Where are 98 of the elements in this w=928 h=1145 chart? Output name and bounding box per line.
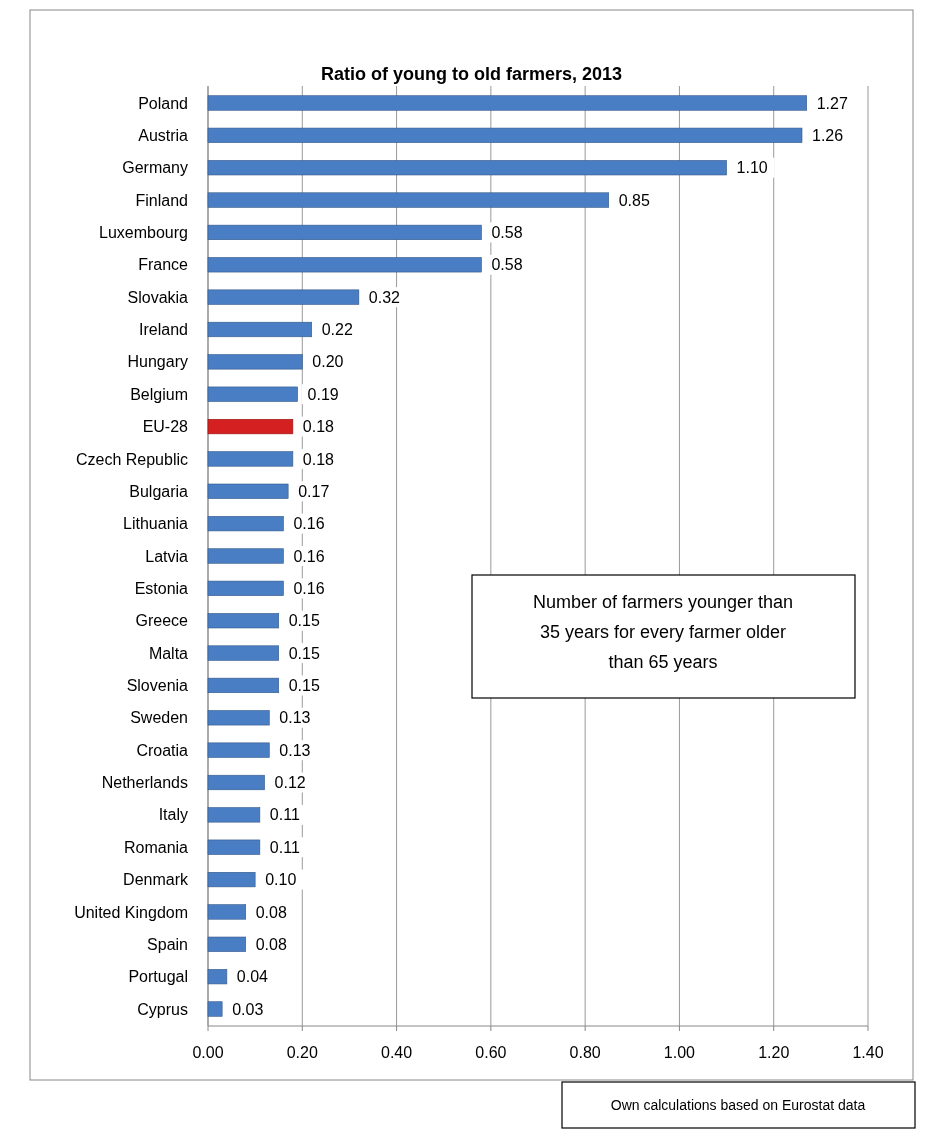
annotation: Number of farmers younger than 35 years for every farmer older than 65 years — [532, 592, 794, 672]
y-tick-label: EU-28 — [142, 418, 189, 436]
bar — [207, 580, 284, 596]
data-label: 0.85 — [618, 191, 650, 209]
data-label: 0.20 — [312, 353, 344, 371]
data-label: 0.16 — [293, 515, 325, 533]
bar — [207, 807, 261, 823]
y-tick-label: Portugal — [128, 968, 188, 986]
bar — [207, 127, 803, 143]
x-tick-label: 0.60 — [475, 1044, 507, 1061]
y-tick-label: Bulgaria — [129, 482, 189, 500]
bar — [207, 872, 256, 888]
data-label: 0.08 — [255, 903, 287, 921]
data-label: 0.15 — [288, 644, 320, 662]
bar — [207, 451, 294, 467]
y-tick-label: Greece — [135, 612, 189, 630]
data-label: 1.27 — [816, 94, 848, 112]
x-tick-label: 0.40 — [381, 1044, 413, 1061]
y-tick-label: Belgium — [130, 385, 188, 403]
y-tick-label: Sweden — [130, 709, 188, 727]
data-label: 0.08 — [255, 935, 287, 953]
y-tick-label: Latvia — [145, 547, 189, 565]
y-tick-label: Italy — [158, 806, 188, 824]
bar — [207, 969, 228, 985]
data-label: 0.04 — [236, 968, 269, 986]
bar — [207, 386, 298, 402]
y-tick-label: Netherlands — [101, 774, 188, 792]
y-tick-label: Germany — [122, 159, 188, 177]
bar — [207, 257, 482, 273]
y-tick-label: Denmark — [123, 871, 189, 889]
y-tick-label: Lithuania — [123, 515, 189, 533]
bar — [207, 548, 284, 564]
x-tick-label: 1.40 — [852, 1044, 884, 1061]
text: Own calculations based on Eurostat data — [610, 1097, 866, 1113]
bar — [207, 483, 289, 499]
data-label: 0.22 — [321, 321, 353, 339]
bar — [207, 224, 482, 240]
y-tick-label: Hungary — [127, 353, 188, 371]
data-label: 0.15 — [288, 612, 320, 630]
y-tick-label: Austria — [138, 126, 189, 144]
y-tick-label: Czech Republic — [75, 450, 188, 468]
data-label: 0.13 — [279, 709, 311, 727]
bar — [207, 1001, 223, 1017]
bar — [207, 710, 270, 726]
y-tick-label: Poland — [138, 94, 188, 112]
bar — [207, 936, 247, 952]
y-tick-label: Slovenia — [126, 677, 189, 695]
x-tick-label: 0.00 — [192, 1044, 224, 1061]
data-label: 0.13 — [279, 741, 311, 759]
data-label: 0.58 — [491, 224, 523, 242]
y-tick-label: Estonia — [134, 579, 189, 597]
data-label: 0.15 — [288, 677, 320, 695]
data-label: 0.11 — [269, 838, 300, 856]
x-tick-label: 0.80 — [569, 1044, 601, 1061]
bar — [207, 418, 294, 435]
bar — [207, 321, 313, 338]
bar — [207, 839, 261, 855]
bar — [207, 645, 280, 661]
data-label: 1.26 — [812, 126, 844, 144]
data-label: 0.18 — [302, 450, 335, 468]
y-tick-label: Slovakia — [127, 288, 189, 306]
data-label: 0.17 — [298, 482, 330, 500]
data-label: 0.12 — [274, 774, 306, 792]
y-tick-label: Spain — [147, 935, 188, 953]
y-tick-label: Cyprus — [137, 1000, 188, 1018]
bar — [207, 904, 247, 920]
y-tick-label: United Kingdom — [74, 903, 188, 921]
bar — [207, 192, 610, 208]
bar — [207, 95, 808, 111]
y-tick-label: Luxembourg — [99, 224, 188, 242]
data-label: 0.19 — [307, 385, 339, 403]
bar — [207, 289, 360, 305]
x-tick-label: 1.20 — [758, 1044, 790, 1061]
data-label: 0.11 — [269, 806, 300, 824]
data-label: 0.16 — [293, 547, 325, 565]
y-tick-label: Croatia — [136, 741, 189, 759]
data-label: 0.03 — [232, 1000, 264, 1018]
data-label: 1.10 — [736, 159, 768, 177]
chart-title: Ratio of young to old farmers, 2013 — [320, 64, 623, 84]
data-label: 0.58 — [491, 256, 523, 274]
y-tick-label: Ireland — [139, 321, 188, 339]
y-tick-label: Finland — [135, 191, 188, 209]
bar — [207, 677, 280, 694]
bar — [207, 774, 265, 791]
bar — [207, 613, 280, 629]
bar — [207, 354, 303, 370]
x-tick-label: 0.20 — [286, 1044, 318, 1061]
bar — [207, 742, 270, 758]
bar — [207, 516, 284, 532]
y-tick-label: Romania — [123, 838, 189, 856]
y-tick-label: Malta — [148, 644, 189, 662]
bar — [207, 160, 727, 176]
data-label: 0.18 — [302, 418, 335, 436]
x-tick-label: 1.00 — [663, 1044, 696, 1061]
y-tick-label: France — [138, 256, 189, 274]
data-label: 0.32 — [368, 288, 401, 306]
data-label: 0.16 — [293, 579, 325, 597]
data-label: 0.10 — [265, 871, 297, 889]
